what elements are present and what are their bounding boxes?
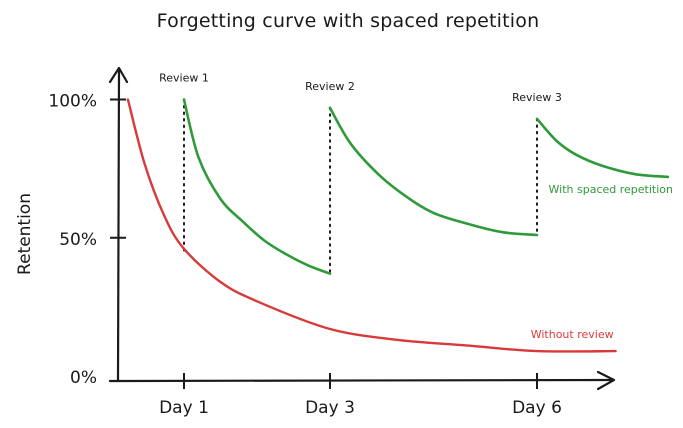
chart-title: Forgetting curve with spaced repetition — [157, 10, 540, 32]
without-review-label: Without review — [531, 328, 614, 341]
y-tick-label: 50% — [59, 230, 97, 250]
x-axis — [108, 378, 615, 383]
x-tick-label: Day 1 — [159, 398, 209, 418]
spaced-repetition-segment — [182, 98, 332, 275]
x-axis-arrow — [596, 370, 616, 391]
review-label: Review 3 — [512, 91, 562, 104]
y-axis — [116, 68, 121, 383]
spaced-repetition-label: With spaced repetition — [549, 183, 673, 196]
y-tick-label: 0% — [70, 368, 97, 388]
review-label: Review 2 — [305, 80, 355, 93]
spaced-repetition-segment — [328, 106, 539, 237]
x-tick-label: Day 3 — [305, 398, 355, 418]
review-label: Review 1 — [159, 72, 209, 85]
y-axis-label: Retention — [15, 193, 35, 275]
x-tick-label: Day 6 — [512, 398, 562, 418]
chart-marks: 100% 50% 0% Day 1 Day 3 Day 6 Review 1 Review 2… — [48, 72, 673, 419]
spaced-repetition-segment — [535, 117, 670, 179]
y-tick-label: 100% — [48, 92, 97, 112]
y-axis-arrow — [108, 66, 129, 84]
without-review-line — [126, 98, 617, 353]
